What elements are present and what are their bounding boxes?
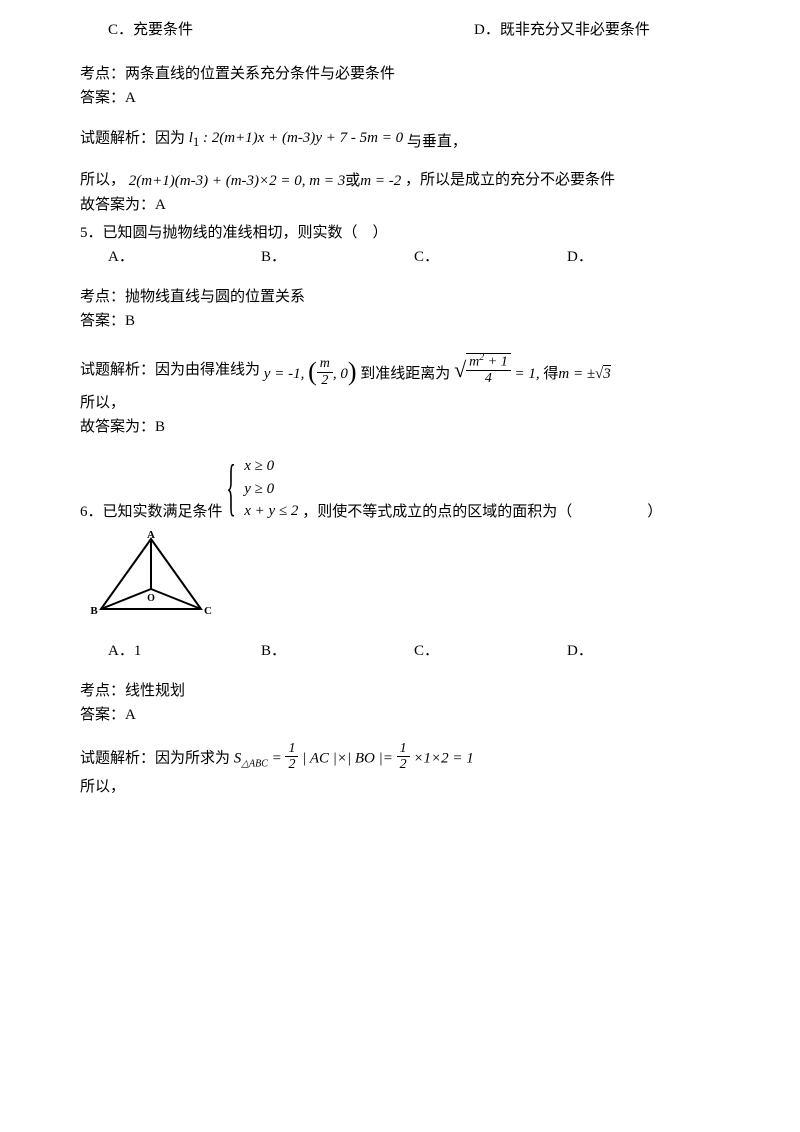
kaodian-text: 线性规划 bbox=[125, 683, 185, 699]
kaodian-text: 两条直线的位置关系充分条件与必要条件 bbox=[125, 66, 395, 82]
q4-option-c: C．充要条件 bbox=[108, 18, 354, 42]
q5-jiexi: 试题解析：因为由得准线为 y = -1, (m2, 0) 到准线距离为 √m2 … bbox=[80, 349, 720, 392]
q5-option-a: A． bbox=[108, 245, 261, 269]
jiexi-pre: 因为 bbox=[155, 130, 185, 146]
math-expr-q5: y = -1, (m2, 0) 到准线距离为 √m2 + 14 = 1, 得m … bbox=[264, 349, 611, 392]
q4-gudaan: 故答案为：A bbox=[80, 193, 720, 217]
q6-suoyi: 所以， bbox=[80, 775, 720, 799]
q6-option-a: A．1 bbox=[108, 639, 261, 663]
q5-options-row: A． B． C． D． bbox=[80, 245, 720, 269]
q5-option-c: C． bbox=[414, 245, 567, 269]
q5-kaodian: 考点：抛物线直线与圆的位置关系 bbox=[80, 285, 720, 309]
q6-stem: 6．已知实数满足条件 x ≥ 0 y ≥ 0 x + y ≤ 2 ，则使不等式成… bbox=[80, 455, 720, 523]
kaodian-label: 考点： bbox=[80, 289, 125, 305]
daan-text: B bbox=[125, 313, 135, 329]
q4-kaodian: 考点：两条直线的位置关系充分条件与必要条件 bbox=[80, 62, 720, 86]
q6-option-b: B． bbox=[261, 639, 414, 663]
daan-label: 答案： bbox=[80, 313, 125, 329]
triangle-figure: A B C O bbox=[86, 531, 720, 631]
math-expr-q6: S△ABC = 12 | AC |×| BO |= 12 ×1×2 = 1 bbox=[234, 743, 474, 775]
jiexi-label: 试题解析： bbox=[80, 130, 155, 146]
daan-text: A bbox=[125, 707, 136, 723]
q6-kaodian: 考点：线性规划 bbox=[80, 679, 720, 703]
q5-option-b: B． bbox=[261, 245, 414, 269]
q6-system: x ≥ 0 y ≥ 0 x + y ≤ 2 bbox=[226, 455, 298, 523]
q4-option-d: D．既非充分又非必要条件 bbox=[354, 18, 720, 42]
q5-gudaan: 故答案为：B bbox=[80, 415, 720, 439]
sys-row-2: y ≥ 0 bbox=[244, 478, 298, 501]
svg-text:B: B bbox=[90, 605, 98, 617]
math-expr-solve: 2(m+1)(m-3) + (m-3)×2 = 0, m = 3或m = -2 bbox=[129, 169, 401, 193]
q6-option-c: C． bbox=[414, 639, 567, 663]
svg-text:A: A bbox=[147, 531, 155, 541]
expr-mid: 到准线距离为 bbox=[360, 366, 450, 382]
jiexi-pre: 因为由得准线为 bbox=[155, 361, 260, 377]
q4-options-row: C．充要条件 D．既非充分又非必要条件 bbox=[80, 18, 720, 42]
svg-text:O: O bbox=[147, 593, 155, 604]
suoyi-label: 所以， bbox=[80, 172, 125, 188]
jiexi-label: 试题解析： bbox=[80, 750, 155, 766]
jiexi-label: 试题解析： bbox=[80, 361, 155, 377]
sys-row-3: x + y ≤ 2 bbox=[244, 500, 298, 523]
jiexi-post: 与垂直， bbox=[407, 134, 467, 150]
q6-stem-post: ，则使不等式成立的点的区域的面积为（ ） bbox=[302, 504, 662, 520]
daan-label: 答案： bbox=[80, 90, 125, 106]
q4-daan: 答案：A bbox=[80, 86, 720, 110]
q5-option-d: D． bbox=[567, 245, 720, 269]
q4-suoyi: 所以， 2(m+1)(m-3) + (m-3)×2 = 0, m = 3或m =… bbox=[80, 168, 720, 193]
q5-daan: 答案：B bbox=[80, 309, 720, 333]
q5-stem: 5．已知圆与抛物线的准线相切，则实数（ ） bbox=[80, 221, 720, 245]
daan-text: A bbox=[125, 90, 136, 106]
suoyi-post: ，所以是成立的充分不必要条件 bbox=[405, 172, 615, 188]
q4-jiexi-line1: 试题解析：因为 l1 : 2(m+1)x + (m-3)y + 7 - 5m =… bbox=[80, 126, 720, 152]
q6-jiexi: 试题解析：因为所求为 S△ABC = 12 | AC |×| BO |= 12 … bbox=[80, 743, 720, 775]
math-expr-l1: l1 : 2(m+1)x + (m-3)y + 7 - 5m = 0 bbox=[189, 126, 403, 152]
q5-suoyi: 所以， bbox=[80, 391, 720, 415]
sys-row-1: x ≥ 0 bbox=[244, 455, 298, 478]
q6-option-d: D． bbox=[567, 639, 720, 663]
q6-stem-pre: 6．已知实数满足条件 bbox=[80, 504, 223, 520]
jiexi-pre: 因为所求为 bbox=[155, 750, 230, 766]
q6-options-row: A．1 B． C． D． bbox=[80, 639, 720, 663]
daan-label: 答案： bbox=[80, 707, 125, 723]
kaodian-label: 考点： bbox=[80, 683, 125, 699]
triangle-svg: A B C O bbox=[86, 531, 216, 623]
q6-daan: 答案：A bbox=[80, 703, 720, 727]
kaodian-label: 考点： bbox=[80, 66, 125, 82]
kaodian-text: 抛物线直线与圆的位置关系 bbox=[125, 289, 305, 305]
svg-text:C: C bbox=[204, 605, 212, 617]
